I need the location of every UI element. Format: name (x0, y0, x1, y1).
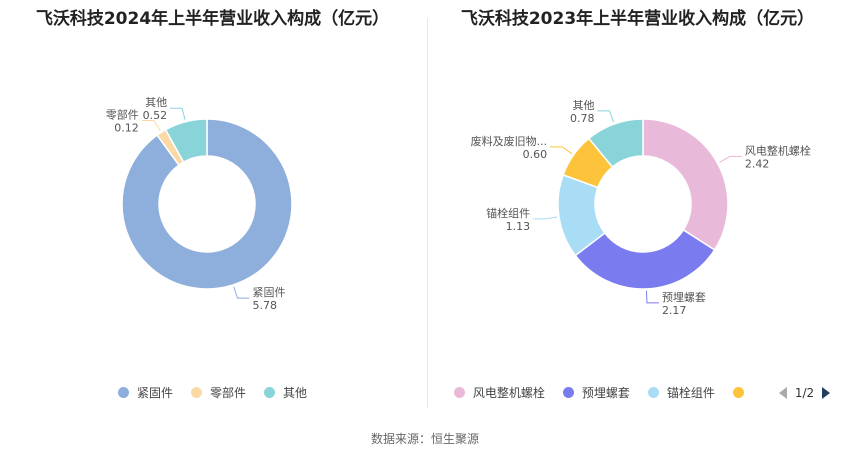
legend-dot-icon (117, 387, 129, 398)
data-source: 数据来源：恒生聚源 (370, 432, 479, 446)
pie-slice[interactable] (587, 118, 644, 169)
pie-slice[interactable] (574, 228, 716, 290)
legend-label: 紧固件 (136, 386, 173, 400)
legend-dot-icon (190, 387, 202, 398)
legend-item[interactable]: 风电整机螺栓 (453, 384, 545, 401)
legend-dot-icon (264, 387, 275, 398)
slice-category-label: 锚栓组件 (486, 206, 530, 220)
legend-dot-icon (562, 387, 574, 398)
pie-slice[interactable] (121, 118, 293, 290)
leader-line (719, 156, 742, 163)
legend-pager: 1/2 (778, 385, 831, 400)
legend-label: 锚栓组件 (666, 386, 715, 400)
legend-dot-icon (453, 387, 465, 398)
legend-dot-icon (647, 387, 659, 398)
prev-page-icon[interactable] (778, 386, 787, 399)
slice-value-label: 0.78 (570, 112, 595, 125)
leader-line (597, 110, 615, 123)
chart-title: 飞沃科技2024年上半年营业收入构成（亿元） (35, 9, 390, 29)
chart-title: 飞沃科技2023年上半年营业收入构成（亿元） (460, 9, 815, 29)
leader-line (645, 290, 659, 304)
legend-2024: 紧固件 零部件 其他 (0, 384, 425, 401)
leader-line (533, 216, 558, 220)
legend-label: 风电整机螺栓 (472, 386, 545, 400)
leader-line (233, 286, 250, 299)
slice-value-label: 2.42 (745, 158, 770, 171)
slice-category-label: 其他 (145, 96, 167, 109)
page-indicator: 1/2 (794, 385, 815, 400)
slice-value-label: 2.17 (662, 304, 687, 317)
slice-value-label: 0.60 (523, 148, 548, 161)
legend-item[interactable]: 其他 (264, 384, 307, 401)
legend-2023: 风电整机螺栓 预埋螺套 锚栓组件 1/2 (425, 384, 850, 401)
slice-category-label: 风电整机螺栓 (745, 144, 811, 158)
slice-category-label: 预埋螺套 (662, 291, 706, 304)
legend-dot-icon (732, 387, 744, 398)
chart-panel-2023: 飞沃科技2023年上半年营业收入构成（亿元） 风电整机螺栓 2.42 预埋螺套 2.1… (425, 0, 850, 420)
legend-label: 其他 (283, 386, 308, 400)
next-page-icon[interactable] (822, 386, 831, 399)
slice-value-label: 5.78 (253, 299, 278, 312)
slice-value-label: 0.52 (143, 109, 168, 122)
chart-panel-2024: 飞沃科技2024年上半年营业收入构成（亿元） 紧固件 5.78 零部件 0.12 其他 0… (0, 0, 425, 420)
legend-label: 预埋螺套 (581, 386, 630, 400)
slice-value-label: 1.13 (506, 220, 531, 233)
leader-line (170, 107, 186, 120)
pie-slice[interactable] (164, 118, 208, 164)
slice-category-label: 零部件 (106, 108, 139, 122)
legend-item[interactable]: 锚栓组件 (647, 384, 715, 401)
leader-line (550, 146, 573, 155)
panel-divider (427, 18, 428, 408)
slice-category-label: 其他 (573, 99, 595, 112)
legend-item[interactable]: 零部件 (190, 384, 246, 401)
legend-item[interactable]: 紧固件 (117, 384, 173, 401)
pie-slice[interactable] (642, 118, 729, 251)
legend-item[interactable] (732, 387, 752, 398)
legend-item[interactable]: 预埋螺套 (562, 384, 630, 401)
slice-category-label: 废料及废旧物... (471, 134, 548, 148)
slice-category-label: 紧固件 (253, 286, 286, 299)
slice-value-label: 0.12 (114, 122, 139, 135)
legend-label: 零部件 (209, 386, 246, 400)
leader-line (141, 120, 161, 131)
